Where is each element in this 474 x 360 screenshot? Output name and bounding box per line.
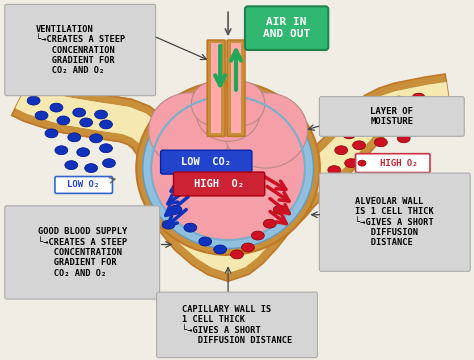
Ellipse shape <box>343 130 356 139</box>
Text: LOW O₂: LOW O₂ <box>67 180 100 189</box>
Ellipse shape <box>363 126 375 135</box>
FancyBboxPatch shape <box>356 154 430 172</box>
Polygon shape <box>283 74 452 208</box>
Ellipse shape <box>55 146 68 155</box>
Ellipse shape <box>392 96 405 105</box>
Ellipse shape <box>385 123 398 132</box>
FancyBboxPatch shape <box>5 4 155 96</box>
Ellipse shape <box>399 109 412 118</box>
Text: LOW  CO₂: LOW CO₂ <box>181 157 231 167</box>
Ellipse shape <box>353 141 365 150</box>
FancyBboxPatch shape <box>161 150 252 174</box>
Ellipse shape <box>50 103 63 112</box>
Ellipse shape <box>363 154 375 163</box>
Ellipse shape <box>73 108 86 117</box>
Ellipse shape <box>337 179 351 188</box>
Text: ALVEOLAR WALL
IS 1 CELL THICK
└→GIVES A SHORT
   DIFFUSION
   DISTANCE: ALVEOLAR WALL IS 1 CELL THICK └→GIVES A … <box>356 197 434 247</box>
Polygon shape <box>288 82 450 202</box>
FancyBboxPatch shape <box>319 173 470 271</box>
Ellipse shape <box>351 104 364 113</box>
Ellipse shape <box>149 93 232 168</box>
Ellipse shape <box>75 177 88 186</box>
Ellipse shape <box>328 166 341 175</box>
Ellipse shape <box>90 134 102 143</box>
Ellipse shape <box>191 82 235 125</box>
Text: VENTILATION
└→CREATES A STEEP
   CONCENRATION
   GRADIENT FOR
   CO₂ AND O₂: VENTILATION └→CREATES A STEEP CONCENRATI… <box>36 25 125 75</box>
FancyBboxPatch shape <box>207 40 225 136</box>
Polygon shape <box>147 179 315 281</box>
Ellipse shape <box>377 112 390 121</box>
FancyBboxPatch shape <box>156 292 318 357</box>
Text: GOOD BLOOD SUPPLY
└→CREATES A STEEP
   CONCENTRATION
   GRADIENT FOR
   CO₂ AND : GOOD BLOOD SUPPLY └→CREATES A STEEP CONC… <box>37 227 127 278</box>
Ellipse shape <box>184 223 197 232</box>
Ellipse shape <box>221 82 265 125</box>
Ellipse shape <box>214 245 227 254</box>
Ellipse shape <box>335 146 347 155</box>
Polygon shape <box>12 76 187 200</box>
Ellipse shape <box>224 93 308 168</box>
Ellipse shape <box>251 231 264 240</box>
Ellipse shape <box>412 93 425 102</box>
Ellipse shape <box>199 237 212 246</box>
Text: LAYER OF
MOISTURE: LAYER OF MOISTURE <box>370 107 413 126</box>
Text: HIGH O₂: HIGH O₂ <box>380 159 418 168</box>
Ellipse shape <box>100 120 112 129</box>
Ellipse shape <box>143 88 313 248</box>
FancyBboxPatch shape <box>245 6 328 50</box>
Ellipse shape <box>407 120 420 129</box>
Ellipse shape <box>57 116 70 125</box>
Ellipse shape <box>162 220 175 229</box>
Text: CAPILLARY WALL IS
1 CELL THICK
└→GIVES A SHORT
   DIFFUSION DISTANCE: CAPILLARY WALL IS 1 CELL THICK └→GIVES A… <box>182 305 292 345</box>
Ellipse shape <box>85 164 98 172</box>
Bar <box>211 43 221 133</box>
FancyBboxPatch shape <box>227 40 245 136</box>
Text: AIR IN
AND OUT: AIR IN AND OUT <box>263 17 310 39</box>
Ellipse shape <box>169 205 182 214</box>
Ellipse shape <box>27 96 40 105</box>
FancyBboxPatch shape <box>5 206 160 299</box>
Polygon shape <box>16 83 180 200</box>
Ellipse shape <box>45 129 58 138</box>
Ellipse shape <box>100 144 112 153</box>
Ellipse shape <box>374 138 387 147</box>
Ellipse shape <box>397 134 410 143</box>
Ellipse shape <box>151 96 305 240</box>
Ellipse shape <box>95 110 108 119</box>
Ellipse shape <box>35 111 48 120</box>
Ellipse shape <box>80 118 92 127</box>
Polygon shape <box>16 83 180 200</box>
Polygon shape <box>154 184 309 273</box>
Bar <box>231 43 241 133</box>
Ellipse shape <box>241 243 255 252</box>
Ellipse shape <box>371 100 383 109</box>
Polygon shape <box>12 76 187 200</box>
FancyBboxPatch shape <box>319 96 464 136</box>
Ellipse shape <box>355 116 367 125</box>
Ellipse shape <box>230 250 244 259</box>
Ellipse shape <box>137 81 320 255</box>
FancyBboxPatch shape <box>55 176 112 193</box>
Ellipse shape <box>102 159 116 168</box>
Text: HIGH  O₂: HIGH O₂ <box>194 179 244 189</box>
Ellipse shape <box>358 160 366 166</box>
Ellipse shape <box>345 159 357 168</box>
Ellipse shape <box>196 86 260 141</box>
Ellipse shape <box>95 177 108 186</box>
Ellipse shape <box>77 148 90 157</box>
Ellipse shape <box>273 205 286 214</box>
Ellipse shape <box>68 133 81 142</box>
FancyBboxPatch shape <box>173 172 265 196</box>
Ellipse shape <box>420 106 433 115</box>
Ellipse shape <box>263 219 276 228</box>
Ellipse shape <box>65 161 78 170</box>
